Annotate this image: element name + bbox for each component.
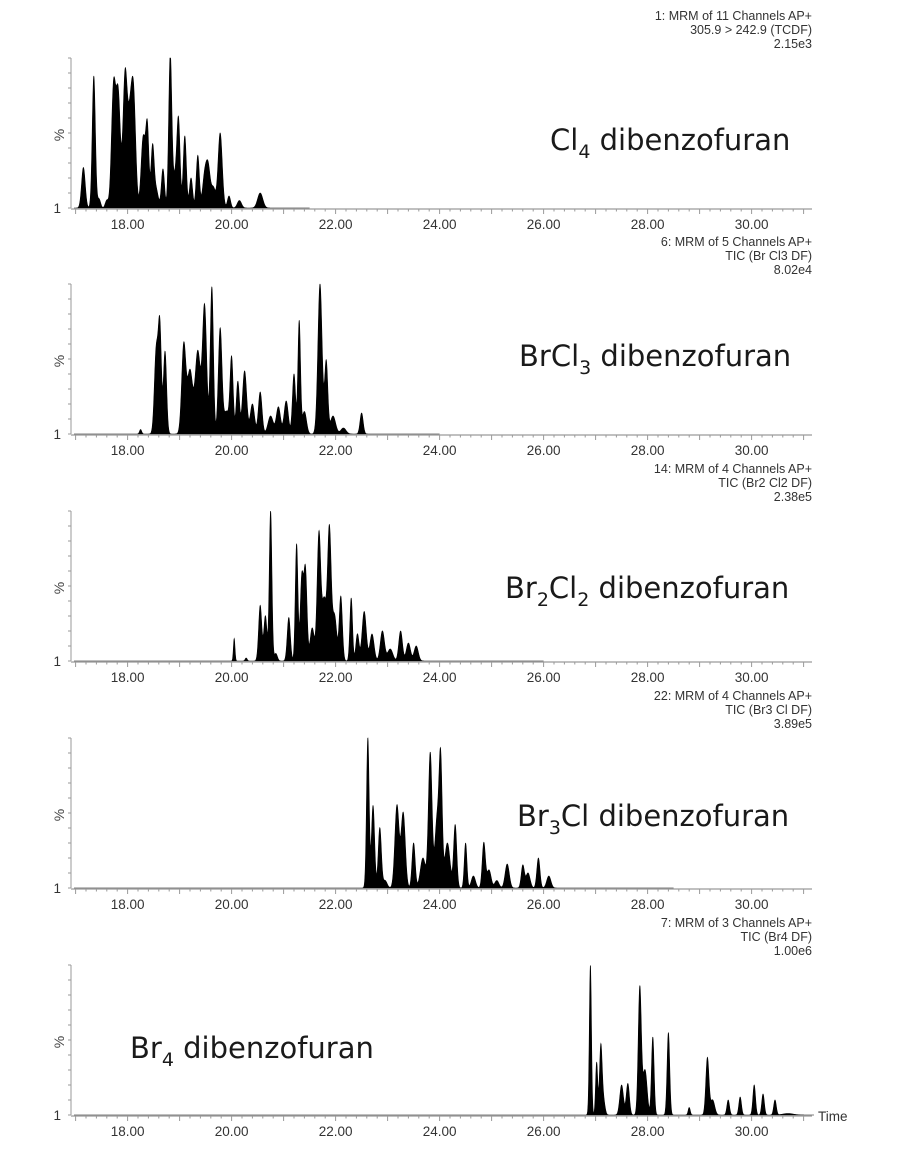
x-tick-label: 22.00: [319, 1124, 353, 1139]
x-tick-label: 18.00: [111, 217, 145, 232]
chromatogram-trace: [74, 965, 814, 1116]
y-min-label: 1: [53, 201, 61, 216]
x-tick-label: 26.00: [527, 897, 561, 912]
max-intensity: 3.89e5: [774, 717, 812, 731]
x-axis-label: Time: [818, 1109, 848, 1124]
x-tick-label: 24.00: [423, 670, 457, 685]
y-axis-label: %: [51, 809, 67, 821]
max-intensity: 8.02e4: [774, 263, 812, 277]
chromatogram-trace: [74, 510, 544, 662]
x-tick-label: 22.00: [319, 217, 353, 232]
channel-title: 6: MRM of 5 Channels AP+: [661, 235, 812, 249]
y-min-label: 1: [53, 881, 61, 896]
y-min-label: 1: [53, 1108, 61, 1123]
chromatogram-panel-1: 1: MRM of 11 Channels AP+305.9 > 242.9 (…: [51, 9, 812, 232]
max-intensity: 2.15e3: [774, 37, 812, 51]
x-tick-label: 30.00: [735, 217, 769, 232]
x-tick-label: 28.00: [631, 217, 665, 232]
x-tick-label: 20.00: [215, 443, 249, 458]
x-tick-label: 28.00: [631, 1124, 665, 1139]
channel-title: 1: MRM of 11 Channels AP+: [655, 9, 812, 23]
y-axis-label: %: [51, 129, 67, 141]
x-tick-label: 26.00: [527, 1124, 561, 1139]
x-tick-label: 20.00: [215, 670, 249, 685]
chromatogram-trace: [74, 283, 440, 435]
x-tick-label: 20.00: [215, 897, 249, 912]
compound-label: Cl4 dibenzofuran: [550, 123, 790, 163]
x-tick-label: 30.00: [735, 670, 769, 685]
channel-title: 22: MRM of 4 Channels AP+: [654, 689, 812, 703]
max-intensity: 1.00e6: [774, 944, 812, 958]
chromatogram-trace: [74, 57, 310, 209]
x-tick-label: 20.00: [215, 217, 249, 232]
x-tick-label: 22.00: [319, 670, 353, 685]
x-tick-label: 30.00: [735, 1124, 769, 1139]
compound-label: Br3Cl dibenzofuran: [517, 799, 789, 839]
x-tick-label: 28.00: [631, 897, 665, 912]
x-tick-label: 20.00: [215, 1124, 249, 1139]
compound-label: Br4 dibenzofuran: [130, 1031, 374, 1071]
compound-label: BrCl3 dibenzofuran: [519, 339, 791, 379]
x-tick-label: 18.00: [111, 670, 145, 685]
x-tick-label: 26.00: [527, 670, 561, 685]
x-tick-label: 30.00: [735, 897, 769, 912]
x-tick-label: 18.00: [111, 897, 145, 912]
chromatogram-panel-2: 6: MRM of 5 Channels AP+TIC (Br Cl3 DF)8…: [51, 235, 812, 458]
channel-subtitle: TIC (Br Cl3 DF): [725, 249, 812, 263]
x-tick-label: 30.00: [735, 443, 769, 458]
x-tick-label: 26.00: [527, 443, 561, 458]
chromatogram-panel-5: 7: MRM of 3 Channels AP+TIC (Br4 DF)1.00…: [51, 916, 848, 1139]
x-tick-label: 24.00: [423, 897, 457, 912]
x-tick-label: 24.00: [423, 1124, 457, 1139]
chromatogram-trace: [74, 737, 674, 889]
channel-title: 14: MRM of 4 Channels AP+: [654, 462, 812, 476]
compound-label: Br2Cl2 dibenzofuran: [505, 571, 789, 611]
y-min-label: 1: [53, 427, 61, 442]
channel-subtitle: TIC (Br4 DF): [740, 930, 812, 944]
channel-subtitle: 305.9 > 242.9 (TCDF): [690, 23, 812, 37]
chromatogram-panel-3: 14: MRM of 4 Channels AP+TIC (Br2 Cl2 DF…: [51, 462, 812, 685]
x-tick-label: 18.00: [111, 1124, 145, 1139]
y-axis-label: %: [51, 355, 67, 367]
x-tick-label: 28.00: [631, 670, 665, 685]
channel-subtitle: TIC (Br2 Cl2 DF): [718, 476, 812, 490]
x-tick-label: 22.00: [319, 897, 353, 912]
chromatogram-panel-4: 22: MRM of 4 Channels AP+TIC (Br3 Cl DF)…: [51, 689, 812, 912]
x-tick-label: 24.00: [423, 443, 457, 458]
x-tick-label: 24.00: [423, 217, 457, 232]
y-min-label: 1: [53, 654, 61, 669]
max-intensity: 2.38e5: [774, 490, 812, 504]
x-tick-label: 18.00: [111, 443, 145, 458]
y-axis-label: %: [51, 1036, 67, 1048]
x-tick-label: 22.00: [319, 443, 353, 458]
y-axis-label: %: [51, 582, 67, 594]
channel-title: 7: MRM of 3 Channels AP+: [661, 916, 812, 930]
x-tick-label: 28.00: [631, 443, 665, 458]
channel-subtitle: TIC (Br3 Cl DF): [725, 703, 812, 717]
x-tick-label: 26.00: [527, 217, 561, 232]
